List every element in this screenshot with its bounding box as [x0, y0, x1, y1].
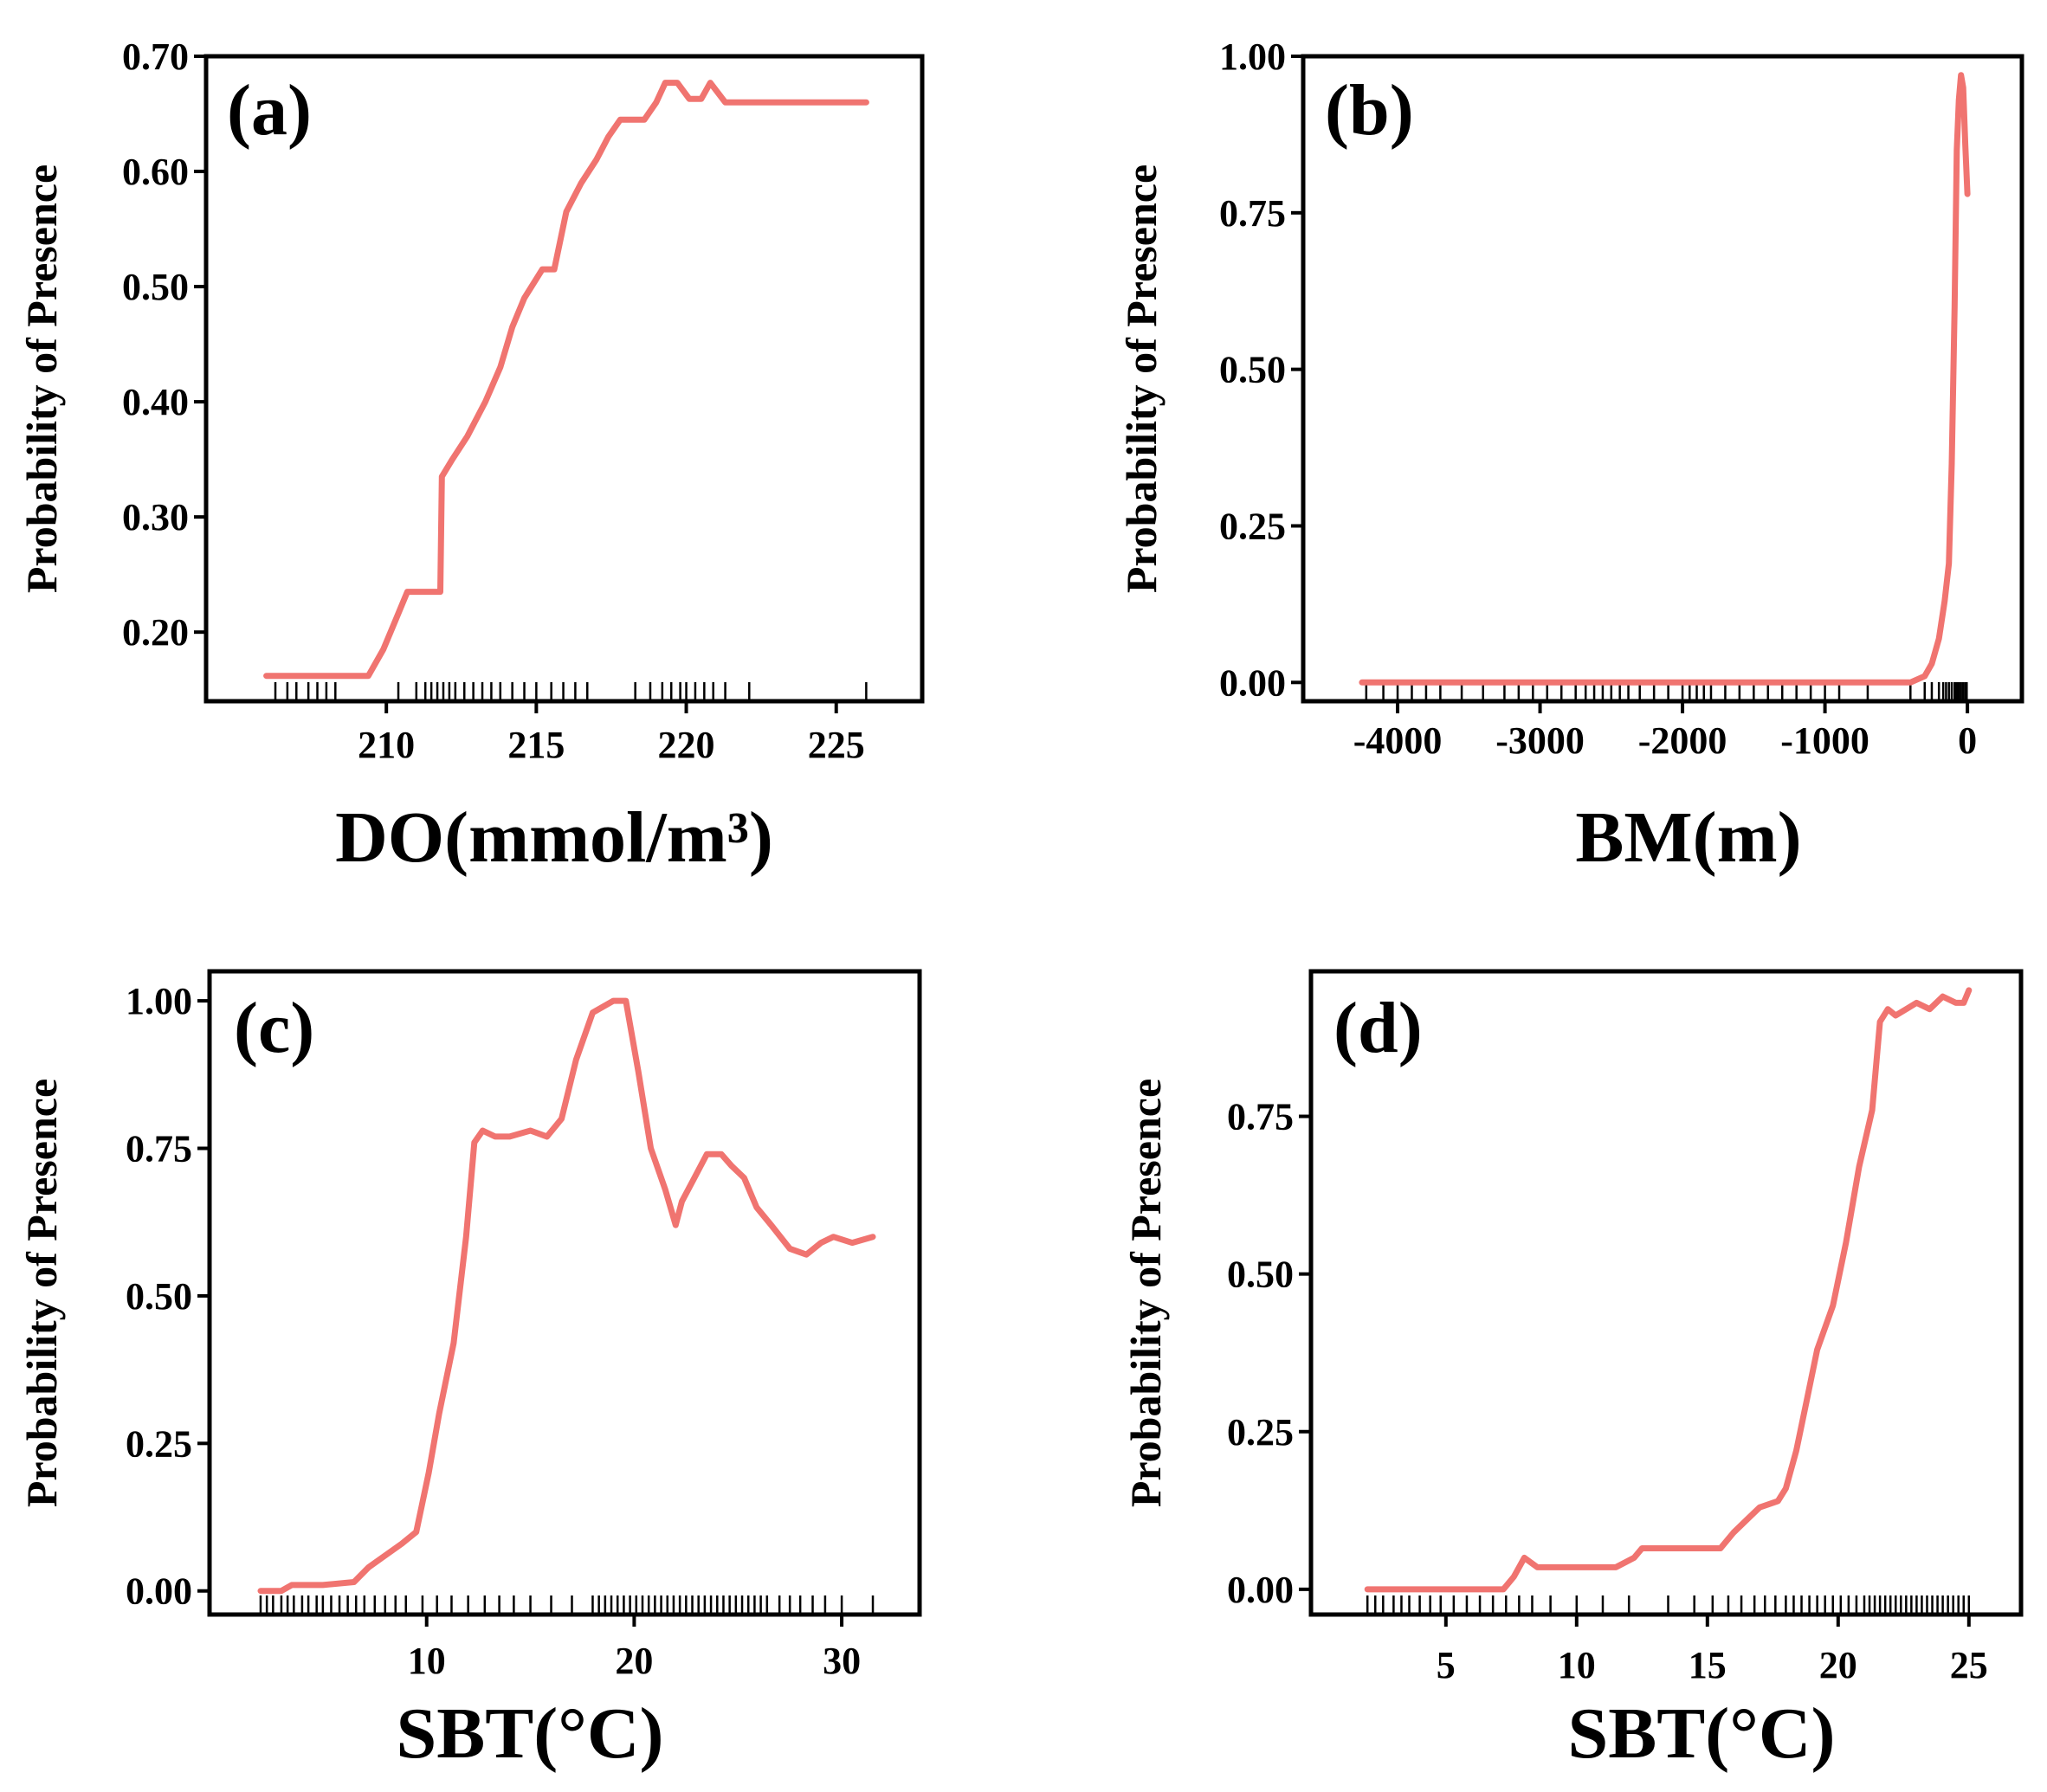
y-tick-label: 0.50: [122, 266, 189, 308]
panel-c: 0.00 0.25 0.50 0.75 1.00 10 20 30 (c) SBT(°C) Prob…: [17, 969, 922, 1774]
y-tick-label: 0.00: [126, 1570, 192, 1613]
y-tick-label: 0.30: [122, 496, 189, 538]
series-line: [1364, 987, 1973, 1593]
x-tick-label: -2000: [1638, 719, 1727, 762]
series-line: [257, 997, 876, 1595]
x-tick-label: 10: [1558, 1644, 1596, 1686]
x-axis-label: SBT(°C): [1568, 1693, 1836, 1774]
y-tick-label: 0.75: [126, 1127, 192, 1170]
y-axis-label: Probability of Presence: [17, 164, 66, 593]
x-tick-label: 25: [1950, 1644, 1988, 1686]
x-axis-label: DO(mmol/m³): [335, 797, 773, 878]
y-tick-label: 0.75: [1227, 1096, 1294, 1138]
y-tick-label: 0.25: [1227, 1411, 1294, 1454]
y-axis-label: Probability of Presence: [1121, 1079, 1170, 1507]
y-tick-label: 0.50: [1219, 349, 1286, 391]
y-tick-label: 0.70: [122, 35, 189, 78]
y-tick-label: 0.75: [1219, 192, 1286, 235]
plot-frame: [203, 54, 925, 704]
x-tick-label: 30: [823, 1640, 861, 1682]
y-tick-label: 0.40: [122, 381, 189, 423]
panel-a: 0.20 0.30 0.40 0.50 0.60 0.70 210 215 220 225 (a) D…: [17, 35, 925, 878]
panel-label: (b): [1325, 70, 1414, 151]
y-tick-label: 0.00: [1219, 661, 1286, 704]
x-tick-label: 20: [1819, 1644, 1857, 1686]
x-tick-label: 225: [808, 724, 865, 766]
panel-b: 0.00 0.25 0.50 0.75 1.00 -4000 -3000 -2000 -1000…: [1117, 35, 2024, 878]
plot-frame: [1308, 969, 2024, 1617]
y-tick-label: 1.00: [1219, 35, 1286, 78]
y-tick-label: 0.60: [122, 151, 189, 193]
panel-label: (a): [227, 70, 312, 151]
x-tick-label: -4000: [1353, 719, 1443, 762]
plot-frame: [1301, 54, 2024, 704]
panel-label: (d): [1333, 988, 1423, 1068]
x-axis-label: SBT(°C): [397, 1693, 664, 1774]
x-tick-label: 5: [1437, 1644, 1456, 1686]
y-tick-label: 0.25: [1219, 505, 1286, 547]
plot-frame: [207, 969, 922, 1617]
y-tick-label: 0.25: [126, 1422, 192, 1465]
x-tick-label: 0: [1958, 719, 1977, 762]
panel-d: 0.00 0.25 0.50 0.75 5 10 15 20 25 (d) SBT(°C) Proba…: [1121, 969, 2024, 1774]
x-tick-label: 215: [507, 724, 565, 766]
x-tick-label: -1000: [1780, 719, 1869, 762]
y-tick-label: 0.20: [122, 611, 189, 654]
x-tick-label: 210: [358, 724, 415, 766]
x-tick-label: 10: [408, 1640, 446, 1682]
y-tick-label: 1.00: [126, 980, 192, 1022]
y-tick-label: 0.50: [1227, 1254, 1294, 1296]
y-axis-label: Probability of Presence: [17, 1079, 66, 1507]
x-tick-label: 20: [615, 1640, 653, 1682]
x-tick-label: -3000: [1495, 719, 1585, 762]
series-line: [1359, 72, 1971, 686]
x-tick-label: 15: [1689, 1644, 1727, 1686]
y-tick-label: 0.00: [1227, 1569, 1294, 1611]
panel-label: (c): [234, 988, 314, 1068]
x-tick-label: 220: [658, 724, 715, 766]
series-line: [263, 80, 869, 680]
y-axis-label: Probability of Presence: [1117, 164, 1166, 593]
x-axis-label: BM(m): [1575, 797, 1801, 878]
y-tick-label: 0.50: [126, 1275, 192, 1318]
